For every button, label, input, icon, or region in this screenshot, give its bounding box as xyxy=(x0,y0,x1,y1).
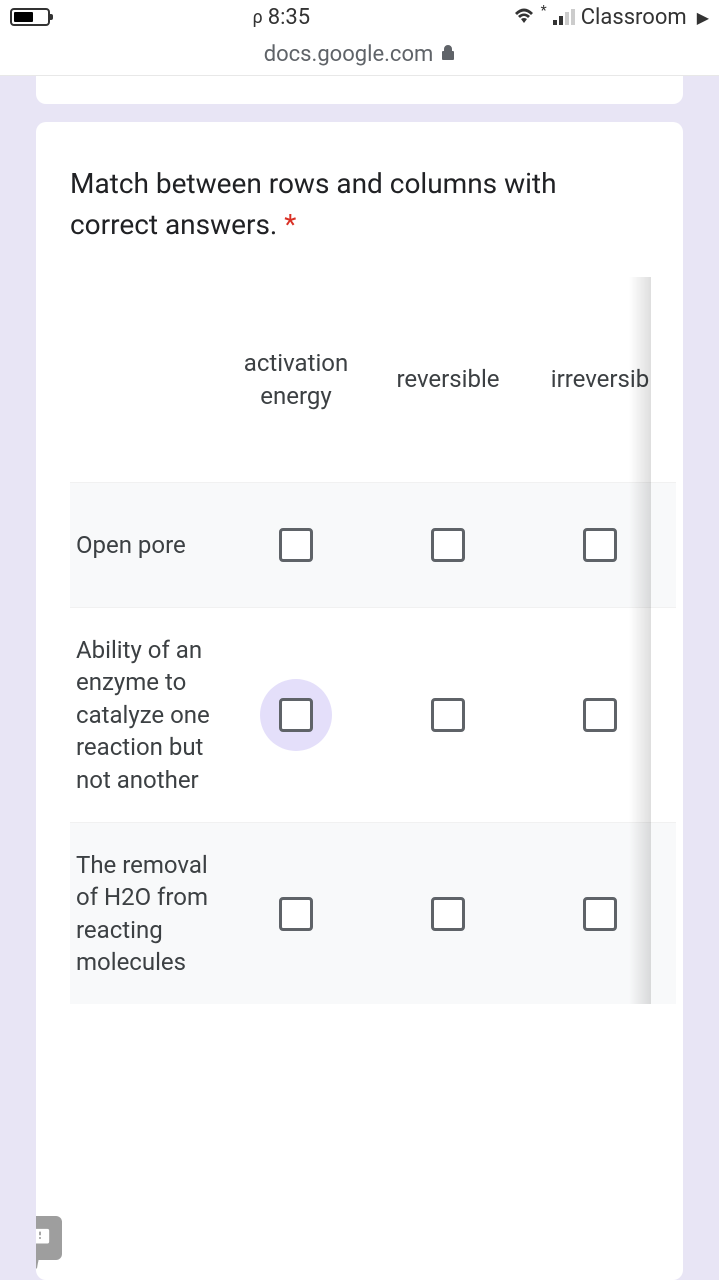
cell-0-1 xyxy=(372,482,524,607)
grid-row-1: Ability of an enzyme to catalyze one rea… xyxy=(70,607,676,822)
checkbox-wrap-0-1[interactable] xyxy=(412,509,484,581)
row-label-0: Open pore xyxy=(70,482,220,607)
lock-icon xyxy=(441,45,455,65)
status-time: 8:35 xyxy=(268,5,310,30)
checkbox-wrap-0-0[interactable] xyxy=(260,509,332,581)
row-label-2: The removal of H2O from reacting molecul… xyxy=(70,822,220,1004)
question-card: Match between rows and columns with corr… xyxy=(36,122,683,1280)
grid-header-row: activation energy reversible irreversib xyxy=(70,277,676,482)
grid-scroll-area[interactable]: activation energy reversible irreversib … xyxy=(70,277,649,1004)
status-left xyxy=(10,8,50,26)
checkbox-0-2[interactable] xyxy=(583,528,617,562)
cell-0-2 xyxy=(524,482,676,607)
cell-1-2 xyxy=(524,607,676,822)
previous-card-edge xyxy=(36,76,683,104)
url-bar[interactable]: docs.google.com xyxy=(0,34,719,76)
checkbox-1-1[interactable] xyxy=(431,698,465,732)
play-icon: ▶ xyxy=(697,8,709,27)
form-background: Match between rows and columns with corr… xyxy=(0,76,719,1280)
cell-1-0 xyxy=(220,607,372,822)
row-label-1: Ability of an enzyme to catalyze one rea… xyxy=(70,607,220,822)
grid-row-0: Open pore xyxy=(70,482,676,607)
status-bar: ρ 8:35 * Classroom ▶ xyxy=(0,0,719,34)
url-text: docs.google.com xyxy=(264,42,434,67)
checkbox-2-1[interactable] xyxy=(431,897,465,931)
signal-icon xyxy=(553,9,575,25)
status-star: * xyxy=(541,3,547,19)
column-header-1: reversible xyxy=(372,277,524,482)
cell-0-0 xyxy=(220,482,372,607)
checkbox-0-1[interactable] xyxy=(431,528,465,562)
cell-2-1 xyxy=(372,822,524,1004)
checkbox-2-0[interactable] xyxy=(279,897,313,931)
checkbox-wrap-1-1[interactable] xyxy=(412,679,484,751)
cell-2-2 xyxy=(524,822,676,1004)
grid-header-blank xyxy=(70,277,220,482)
matching-grid: activation energy reversible irreversib … xyxy=(70,277,676,1004)
cell-1-1 xyxy=(372,607,524,822)
checkbox-1-0[interactable] xyxy=(279,698,313,732)
grid-row-2: The removal of H2O from reacting molecul… xyxy=(70,822,676,1004)
column-header-0: activation energy xyxy=(220,277,372,482)
cell-2-0 xyxy=(220,822,372,1004)
status-center: ρ 8:35 xyxy=(253,5,311,30)
checkbox-wrap-2-1[interactable] xyxy=(412,878,484,950)
question-title-text: Match between rows and columns with corr… xyxy=(70,167,557,241)
checkbox-wrap-0-2[interactable] xyxy=(564,509,636,581)
status-right: * Classroom ▶ xyxy=(513,5,709,30)
checkbox-1-2[interactable] xyxy=(583,698,617,732)
question-title: Match between rows and columns with corr… xyxy=(70,164,649,245)
moon-icon: ρ xyxy=(253,7,263,28)
required-indicator: * xyxy=(284,208,296,241)
battery-icon xyxy=(10,8,50,26)
wifi-icon xyxy=(513,5,535,29)
checkbox-wrap-2-0[interactable] xyxy=(260,878,332,950)
checkbox-wrap-2-2[interactable] xyxy=(564,878,636,950)
checkbox-0-0[interactable] xyxy=(279,528,313,562)
status-app-label: Classroom xyxy=(581,5,687,30)
report-problem-button[interactable] xyxy=(36,1216,62,1260)
checkbox-wrap-1-0[interactable] xyxy=(260,679,332,751)
checkbox-wrap-1-2[interactable] xyxy=(564,679,636,751)
checkbox-2-2[interactable] xyxy=(583,897,617,931)
column-header-2: irreversib xyxy=(524,277,676,482)
